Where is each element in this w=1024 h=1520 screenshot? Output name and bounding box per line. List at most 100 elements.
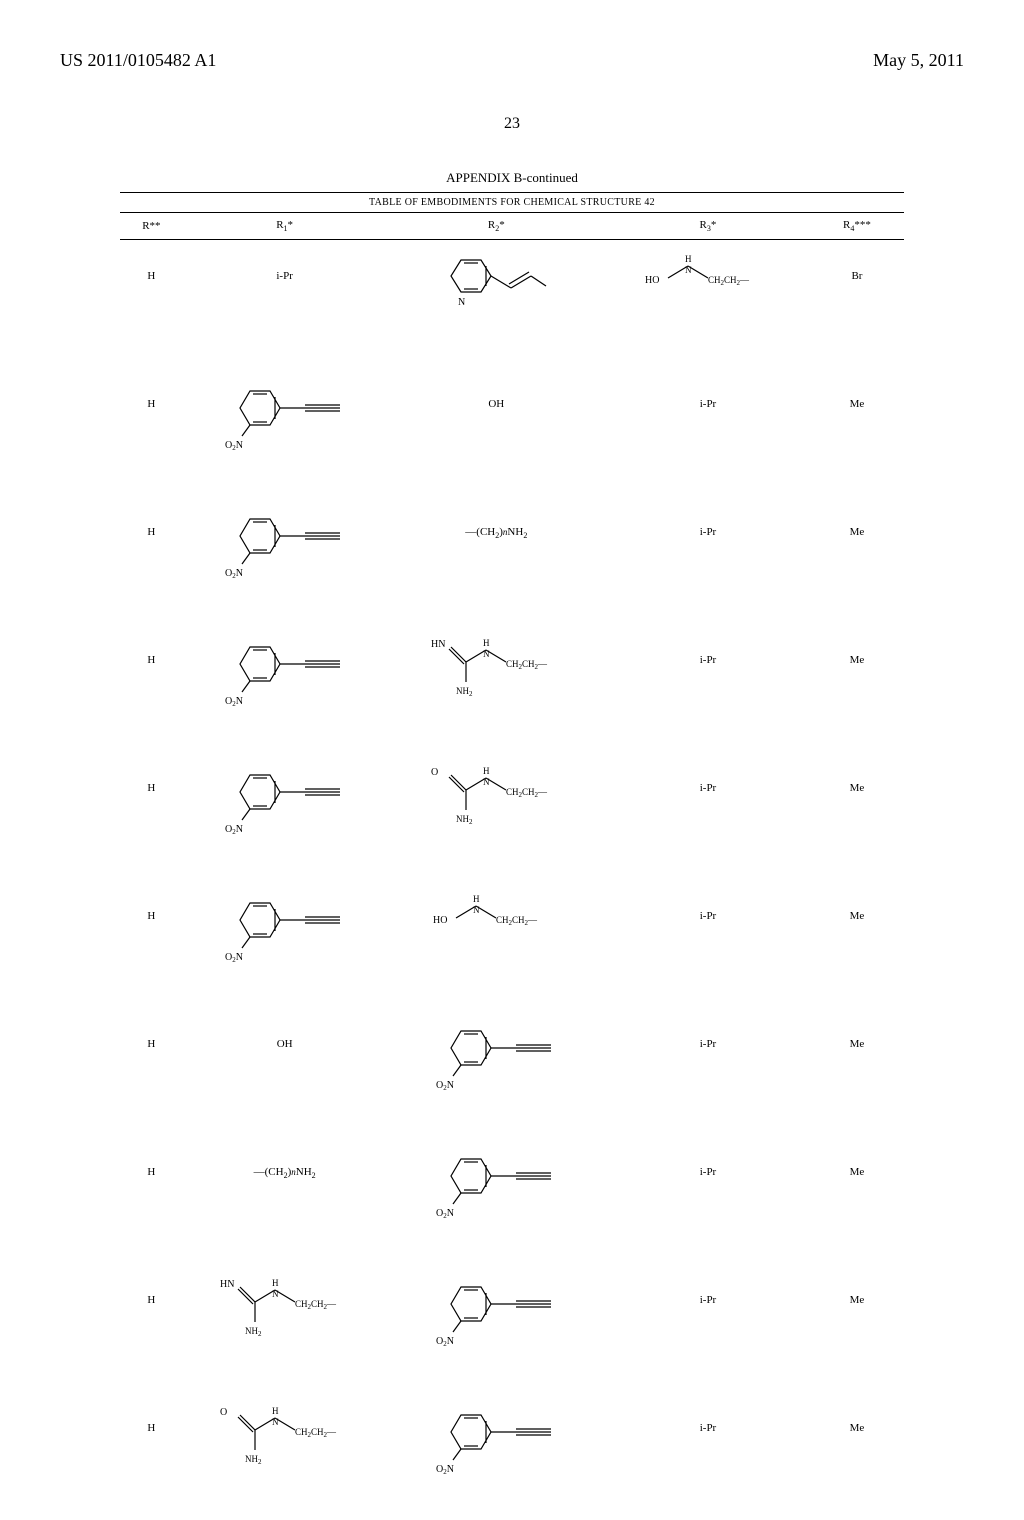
cell-r3: i-Pr — [606, 624, 810, 752]
table-row: H O H N NH2 CH2CH2— O2N i-PrMe — [120, 1392, 904, 1520]
cell-r3: HO H N CH2CH2— — [606, 240, 810, 369]
svg-text:O2N: O2N — [225, 440, 243, 452]
cell-r2: HN H N NH2 CH2CH2— — [387, 624, 607, 752]
cell-r2: O2N — [387, 1264, 607, 1392]
svg-text:CH2CH2—: CH2CH2— — [496, 915, 538, 927]
cell-r1: O2N — [183, 496, 387, 624]
svg-text:H: H — [483, 638, 490, 648]
cell-r1: O2N — [183, 368, 387, 496]
svg-text:CH2CH2—: CH2CH2— — [295, 1299, 337, 1311]
cell-r1: O2N — [183, 624, 387, 752]
svg-text:O: O — [431, 767, 438, 778]
cell-r3: i-Pr — [606, 752, 810, 880]
svg-text:N: N — [473, 905, 480, 915]
table-row: H O2N —(CH2)nNH2i-PrMe — [120, 496, 904, 624]
table-header-row: R** R1* R2* R3* R4*** — [120, 213, 904, 240]
svg-text:O2N: O2N — [436, 1080, 454, 1092]
cell-r1: O2N — [183, 752, 387, 880]
cell-r: H — [120, 752, 183, 880]
col-header-r1: R1* — [183, 213, 387, 240]
col-header-r: R** — [120, 213, 183, 240]
cell-r: H — [120, 240, 183, 369]
cell-r4: Me — [810, 1392, 904, 1520]
o2n-phenyl-ethynyl-icon: O2N — [220, 888, 350, 968]
table-row: HOH O2N i-PrMe — [120, 1008, 904, 1136]
cell-r2: HO H N CH2CH2— — [387, 880, 607, 1008]
o2n-phenyl-ethynyl-icon: O2N — [220, 632, 350, 712]
cell-r: H — [120, 1008, 183, 1136]
cell-r1: i-Pr — [183, 240, 387, 369]
cell-r: H — [120, 368, 183, 496]
svg-text:O2N: O2N — [436, 1208, 454, 1220]
table-row: H HN H N NH2 CH2CH2— O2N i-PrMe — [120, 1264, 904, 1392]
cell-r1: OH — [183, 1008, 387, 1136]
publication-date: May 5, 2011 — [873, 50, 964, 71]
svg-text:HN: HN — [220, 1279, 234, 1290]
cell-r3: i-Pr — [606, 1136, 810, 1264]
svg-text:NH2: NH2 — [245, 1326, 262, 1338]
cell-r: H — [120, 624, 183, 752]
cell-r2: O2N — [387, 1136, 607, 1264]
cell-r4: Me — [810, 496, 904, 624]
svg-text:CH2CH2—: CH2CH2— — [295, 1427, 337, 1439]
appendix-title: APPENDIX B-continued — [120, 170, 904, 186]
page-number: 23 — [0, 115, 1024, 133]
ho-nh-ch2ch2-icon: HO H N CH2CH2— — [643, 248, 773, 298]
hn-guanidino-ch2ch2-icon: HN H N NH2 CH2CH2— — [210, 1272, 360, 1342]
col-header-r2: R2* — [387, 213, 607, 240]
cell-r4: Me — [810, 1136, 904, 1264]
svg-text:O: O — [220, 1407, 227, 1418]
cell-r3: i-Pr — [606, 1264, 810, 1392]
cell-r2: —(CH2)nNH2 — [387, 496, 607, 624]
cell-r: H — [120, 496, 183, 624]
publication-number: US 2011/0105482 A1 — [60, 50, 216, 71]
cell-r3: i-Pr — [606, 496, 810, 624]
o2n-phenyl-ethynyl-icon: O2N — [431, 1272, 561, 1352]
cell-r2: O2N — [387, 1008, 607, 1136]
cell-r4: Me — [810, 1008, 904, 1136]
cell-r: H — [120, 1264, 183, 1392]
cell-r4: Me — [810, 368, 904, 496]
svg-text:NH2: NH2 — [245, 1454, 262, 1466]
cell-r1: O H N NH2 CH2CH2— — [183, 1392, 387, 1520]
svg-text:N: N — [272, 1289, 279, 1299]
cell-r2: O2N — [387, 1392, 607, 1520]
svg-text:HO: HO — [645, 275, 659, 286]
svg-text:H: H — [272, 1278, 279, 1288]
table-row: H O2N O H N NH2 CH2CH2— i-PrMe — [120, 752, 904, 880]
embodiments-table: R** R1* R2* R3* R4*** Hi-Pr N HO H N — [120, 212, 904, 1520]
svg-text:CH2CH2—: CH2CH2— — [708, 275, 750, 287]
svg-text:NH2: NH2 — [456, 686, 473, 698]
cell-r2: O H N NH2 CH2CH2— — [387, 752, 607, 880]
svg-text:H: H — [685, 254, 692, 264]
cell-r4: Me — [810, 624, 904, 752]
svg-text:N: N — [685, 265, 692, 275]
page-header: US 2011/0105482 A1 May 5, 2011 — [0, 50, 1024, 71]
svg-text:NH2: NH2 — [456, 814, 473, 826]
svg-text:O2N: O2N — [436, 1336, 454, 1348]
cell-r4: Me — [810, 880, 904, 1008]
table-row: H O2N HN H N NH2 CH2CH2— i-PrMe — [120, 624, 904, 752]
table-row: H O2N OHi-PrMe — [120, 368, 904, 496]
cell-r4: Me — [810, 752, 904, 880]
cell-r2: N — [387, 240, 607, 369]
cell-r3: i-Pr — [606, 368, 810, 496]
o2n-phenyl-ethynyl-icon: O2N — [431, 1400, 561, 1480]
cell-r2: OH — [387, 368, 607, 496]
svg-text:H: H — [473, 894, 480, 904]
table-title: TABLE OF EMBODIMENTS FOR CHEMICAL STRUCT… — [120, 192, 904, 212]
svg-text:CH2CH2—: CH2CH2— — [506, 787, 548, 799]
cell-r1: —(CH2)nNH2 — [183, 1136, 387, 1264]
table-row: H—(CH2)nNH2 O2N i-PrMe — [120, 1136, 904, 1264]
o2n-phenyl-ethynyl-icon: O2N — [431, 1144, 561, 1224]
svg-text:HN: HN — [431, 639, 445, 650]
svg-text:O2N: O2N — [225, 952, 243, 964]
svg-text:N: N — [272, 1417, 279, 1427]
svg-text:H: H — [483, 766, 490, 776]
svg-text:O2N: O2N — [225, 696, 243, 708]
ho-nh-ch2ch2-icon: HO H N CH2CH2— — [431, 888, 561, 938]
o2n-phenyl-ethynyl-icon: O2N — [220, 504, 350, 584]
svg-text:H: H — [272, 1406, 279, 1416]
cell-r3: i-Pr — [606, 1392, 810, 1520]
svg-text:N: N — [483, 777, 490, 787]
